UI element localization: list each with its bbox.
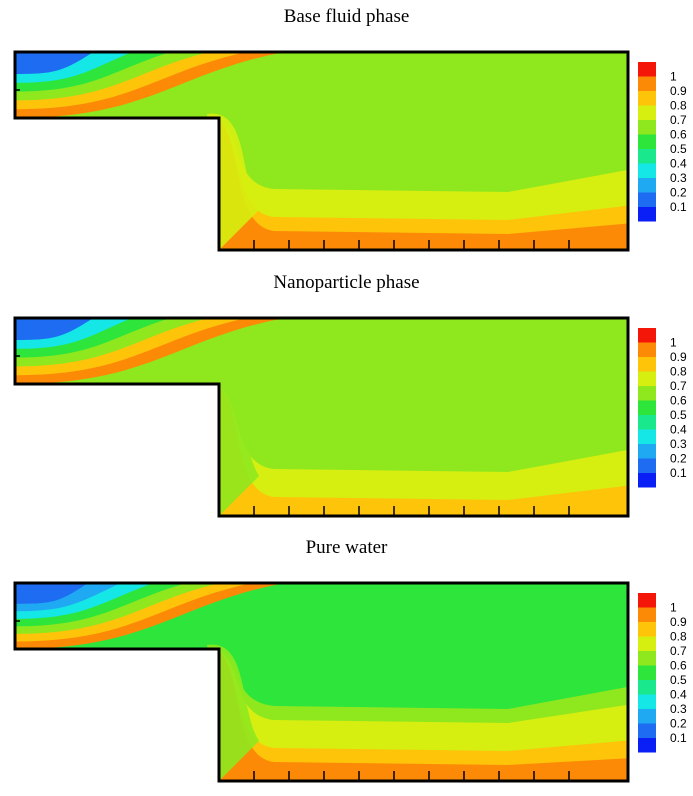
domain-outline xyxy=(13,50,630,252)
legend-swatch xyxy=(638,76,656,91)
contour-field xyxy=(15,318,628,516)
legend-tick-label: 0.1 xyxy=(670,731,687,745)
legend-tick-label: 0.2 xyxy=(670,452,687,466)
legend-tick-label: 1 xyxy=(670,336,677,350)
legend-swatch xyxy=(638,415,656,430)
legend-tick-label: 0.4 xyxy=(670,423,687,437)
legend-tick-label: 0.6 xyxy=(670,128,687,142)
legend-swatch xyxy=(638,429,656,444)
legend-tick-label: 0.3 xyxy=(670,702,687,716)
legend-swatch xyxy=(638,738,656,753)
contour-band xyxy=(15,318,94,340)
contour-band xyxy=(214,649,628,781)
legend-tick-label: 0.7 xyxy=(670,379,687,393)
contour-band xyxy=(214,118,628,250)
contour-band xyxy=(15,583,88,604)
legend-tick-label: 0.4 xyxy=(670,688,687,702)
contour-plot: 10.90.80.70.60.50.40.30.20.1 xyxy=(13,316,687,518)
legend-swatch xyxy=(638,342,656,357)
legend-swatch xyxy=(638,134,656,149)
legend-swatch xyxy=(638,622,656,637)
legend-swatch xyxy=(638,207,656,222)
legend-tick-label: 0.2 xyxy=(670,186,687,200)
legend-tick-label: 1 xyxy=(670,601,677,615)
legend-swatch xyxy=(638,120,656,135)
panel-title: Pure water xyxy=(305,537,388,558)
contour-plot: 10.90.80.70.60.50.40.30.20.1 xyxy=(13,50,687,252)
legend-swatch xyxy=(638,149,656,164)
legend-tick-label: 0.1 xyxy=(670,466,687,480)
legend-tick-label: 0.5 xyxy=(670,142,687,156)
contour-band xyxy=(15,52,94,74)
panel-title: Nanoparticle phase xyxy=(273,272,420,293)
contour-plot: 10.90.80.70.60.50.40.30.20.1 xyxy=(13,581,687,783)
panel-base-fluid: Base fluid phase 1 0.9 0.8 0.7 0.6 0.5 0.4 0.3 0… xyxy=(0,0,693,265)
legend-tick-label: 0.6 xyxy=(670,659,687,673)
legend-swatch xyxy=(638,91,656,106)
domain-outline xyxy=(13,316,630,518)
legend-tick-label: 0.9 xyxy=(670,350,687,364)
legend-tick-label: 0.5 xyxy=(670,673,687,687)
contour-band xyxy=(214,118,628,250)
legend-swatch xyxy=(638,607,656,622)
panel-title: Base fluid phase xyxy=(283,6,410,27)
legend-tick-label: 1 xyxy=(670,70,677,84)
legend-swatch xyxy=(638,680,656,695)
contour-band xyxy=(214,649,628,781)
panel-nanoparticle: Nanoparticle phase 1 0.9 0.8 0.7 0.6 0.5 0.4 0.… xyxy=(0,266,693,531)
domain-outline xyxy=(13,581,630,783)
legend-tick-label: 0.1 xyxy=(670,200,687,214)
legend-swatch xyxy=(638,651,656,666)
legend-swatch xyxy=(638,458,656,473)
legend-swatch xyxy=(638,371,656,386)
legend-tick-label: 0.7 xyxy=(670,113,687,127)
legend-swatch xyxy=(638,386,656,401)
legend-swatch xyxy=(638,665,656,680)
contour-field xyxy=(15,52,628,250)
panel-pure-water: Pure water 1 0.9 0.8 0.7 0.6 0.5 0.4 0.3 0.2 0.1 xyxy=(0,531,693,796)
legend-swatch xyxy=(638,444,656,459)
legend-swatch xyxy=(638,694,656,709)
contour-field xyxy=(15,583,628,781)
legend-swatch xyxy=(638,178,656,193)
legend-swatch xyxy=(638,163,656,178)
legend-swatch xyxy=(638,192,656,207)
legend-swatch xyxy=(638,723,656,738)
legend-tick-label: 0.7 xyxy=(670,644,687,658)
legend-tick-label: 0.8 xyxy=(670,365,687,379)
legend-swatch xyxy=(638,328,656,343)
legend-swatch xyxy=(638,473,656,488)
legend-swatch xyxy=(638,593,656,608)
legend-swatch xyxy=(638,400,656,415)
legend-tick-label: 0.3 xyxy=(670,437,687,451)
legend-tick-label: 0.3 xyxy=(670,171,687,185)
legend-tick-label: 0.4 xyxy=(670,157,687,171)
legend-swatch xyxy=(638,62,656,77)
legend-swatch xyxy=(638,357,656,372)
legend-tick-label: 0.9 xyxy=(670,84,687,98)
legend-tick-label: 0.9 xyxy=(670,615,687,629)
legend-tick-label: 0.8 xyxy=(670,630,687,644)
contour-band xyxy=(214,384,628,516)
legend-swatch xyxy=(638,105,656,120)
legend-tick-label: 0.5 xyxy=(670,408,687,422)
legend-tick-label: 0.8 xyxy=(670,99,687,113)
legend-swatch xyxy=(638,709,656,724)
legend-tick-label: 0.2 xyxy=(670,717,687,731)
contour-band xyxy=(214,384,628,516)
legend-swatch xyxy=(638,636,656,651)
legend-tick-label: 0.6 xyxy=(670,394,687,408)
